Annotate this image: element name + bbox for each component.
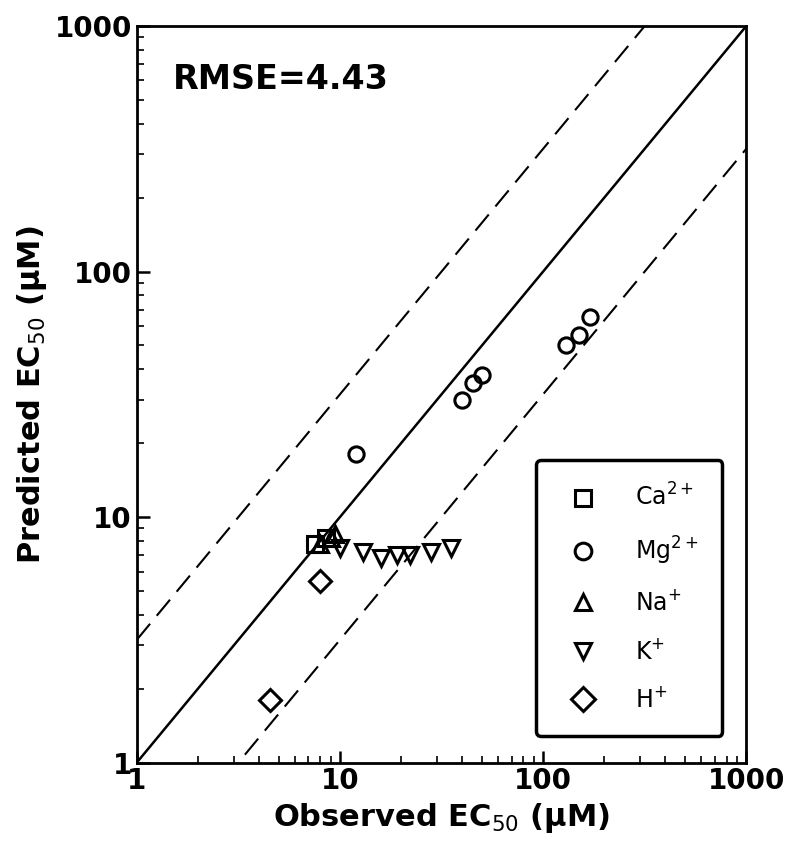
Legend: Ca$^{2+}$, Mg$^{2+}$, Na$^{+}$, K$^{+}$, H$^{+}$: Ca$^{2+}$, Mg$^{2+}$, Na$^{+}$, K$^{+}$,… — [536, 460, 722, 736]
Y-axis label: Predicted EC$_{50}$ (μM): Predicted EC$_{50}$ (μM) — [15, 225, 49, 564]
X-axis label: Observed EC$_{50}$ (μM): Observed EC$_{50}$ (μM) — [273, 801, 610, 835]
Text: RMSE=4.43: RMSE=4.43 — [174, 63, 390, 96]
